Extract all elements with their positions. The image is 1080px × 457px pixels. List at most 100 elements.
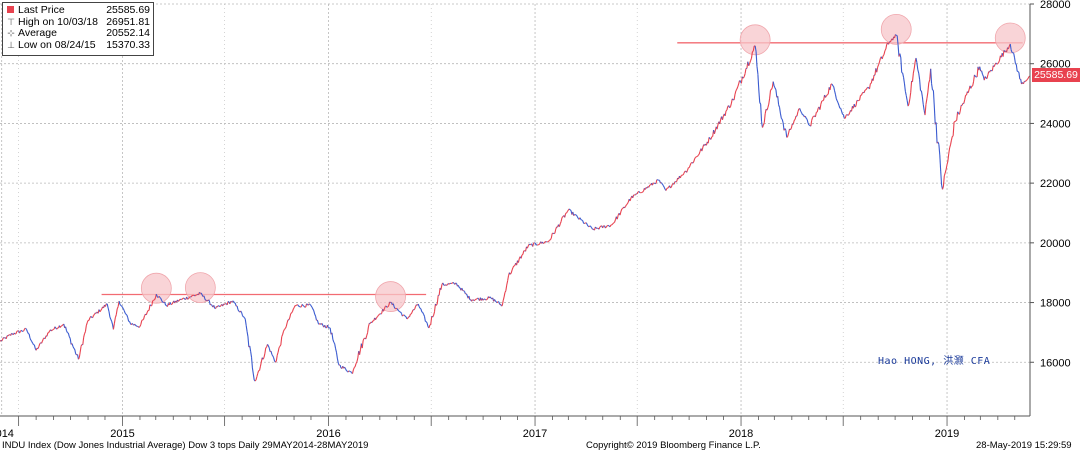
price-segment — [345, 367, 346, 368]
price-segment — [376, 317, 377, 318]
price-segment — [116, 309, 117, 315]
price-segment — [146, 312, 147, 315]
price-segment — [841, 108, 842, 111]
price-segment — [244, 317, 245, 319]
price-segment — [94, 313, 95, 314]
author-watermark: Hao HONG, 洪灏 CFA — [878, 352, 990, 367]
price-segment — [626, 204, 627, 205]
price-segment — [256, 377, 257, 380]
price-segment — [316, 316, 317, 320]
price-segment — [885, 49, 886, 51]
price-segment — [873, 75, 874, 81]
price-segment — [360, 349, 361, 354]
grid-lines — [0, 4, 1030, 416]
price-segment — [130, 321, 131, 323]
y-tick-label: 18000 — [1040, 298, 1071, 310]
price-segment — [592, 228, 593, 230]
price-segment — [740, 81, 741, 82]
price-segment — [472, 300, 473, 301]
y-tick-label: 28000 — [1040, 0, 1071, 11]
price-segment — [124, 311, 125, 313]
price-segment — [91, 316, 92, 317]
price-segment — [511, 270, 512, 273]
price-segment — [507, 281, 508, 285]
price-segment — [351, 372, 352, 373]
price-segment — [441, 285, 442, 290]
price-segment — [123, 309, 124, 311]
price-segment — [835, 91, 836, 95]
top-highlights — [141, 14, 1025, 311]
x-tick-label: 2018 — [729, 428, 753, 440]
price-segment — [690, 163, 691, 165]
price-segment — [642, 192, 643, 193]
price-segment — [848, 115, 849, 116]
price-segment — [426, 322, 427, 324]
price-segment — [367, 333, 368, 336]
price-segment — [699, 151, 700, 154]
price-segment — [508, 276, 509, 281]
price-segment — [591, 227, 592, 228]
price-segment — [605, 227, 606, 228]
price-segment — [535, 243, 536, 244]
price-segment — [901, 58, 902, 73]
price-segment — [734, 94, 735, 100]
price-segment — [839, 105, 840, 108]
price-segment — [782, 119, 783, 122]
price-segment — [856, 100, 857, 105]
price-segment — [797, 112, 798, 116]
price-segment — [943, 187, 944, 190]
resistance-lines — [102, 43, 1023, 295]
price-segment — [49, 331, 50, 333]
price-segment — [487, 299, 488, 300]
price-segment — [402, 315, 403, 316]
price-segment — [296, 305, 297, 306]
price-segment — [495, 301, 496, 302]
price-segment — [732, 99, 733, 100]
price-segment — [140, 324, 141, 326]
price-segment — [920, 79, 921, 90]
price-segment — [764, 114, 765, 123]
price-segment — [621, 209, 622, 212]
price-segment — [752, 51, 753, 52]
price-segment — [1013, 53, 1014, 54]
price-segment — [188, 299, 189, 300]
price-segment — [354, 367, 355, 368]
price-segment — [817, 108, 818, 112]
price-segment — [576, 215, 577, 217]
price-segment — [780, 113, 781, 118]
price-segment — [950, 145, 951, 148]
price-segment — [726, 110, 727, 111]
price-segment — [2, 339, 3, 341]
price-segment — [639, 191, 640, 192]
price-segment — [6, 336, 7, 339]
price-segment — [838, 103, 839, 105]
price-segment — [334, 342, 335, 344]
price-segment — [19, 331, 20, 333]
price-segment — [826, 95, 827, 96]
price-segment — [80, 346, 81, 352]
price-segment — [775, 88, 776, 90]
price-segment — [1025, 81, 1026, 82]
price-segment — [135, 324, 136, 325]
price-segment — [47, 333, 48, 336]
price-segment — [975, 76, 976, 77]
price-segment — [349, 371, 350, 372]
price-segment — [217, 306, 218, 307]
price-segment — [577, 217, 578, 219]
price-segment — [223, 304, 224, 306]
price-segment — [453, 282, 454, 283]
price-segment — [17, 331, 18, 332]
price-segment — [693, 162, 694, 164]
price-segment — [600, 226, 601, 227]
price-segment — [309, 304, 310, 305]
price-segment — [834, 87, 835, 91]
footer-timestamp: 28-May-2019 15:29:59 — [976, 440, 1072, 451]
price-segment — [821, 101, 822, 104]
price-segment — [549, 240, 550, 241]
price-segment — [415, 306, 416, 309]
price-segment — [992, 66, 993, 71]
price-segment — [664, 187, 665, 189]
legend-item-average: ⊹ Average 20552.14 — [6, 28, 150, 40]
price-segment — [474, 300, 475, 301]
price-segment — [246, 325, 247, 331]
